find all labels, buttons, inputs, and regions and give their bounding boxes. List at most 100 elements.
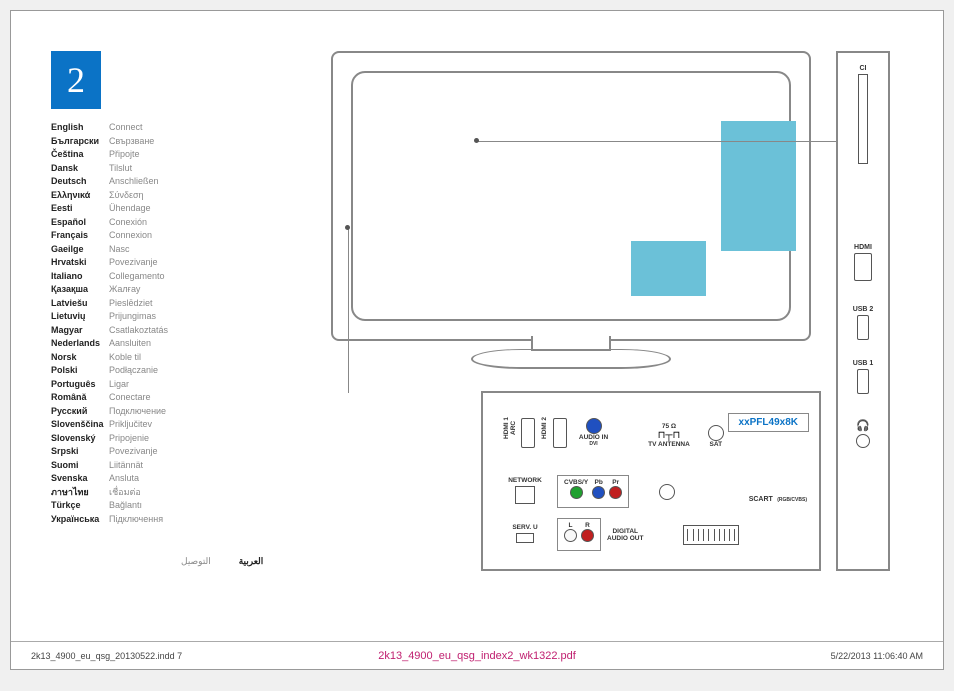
- lang-name: Lietuvių: [51, 310, 109, 324]
- language-row: SlovenskýPripojenie: [51, 432, 168, 446]
- audio-in-port: AUDIO IN DVI: [579, 418, 608, 448]
- leader-dot-2: [345, 225, 350, 230]
- lang-word: Bağlantı: [109, 499, 142, 513]
- language-row: РусскийПодключение: [51, 405, 168, 419]
- language-row: ҚазақшаЖалғау: [51, 283, 168, 297]
- language-row: DeutschAnschließen: [51, 175, 168, 189]
- lang-word: Connexion: [109, 229, 152, 243]
- lang-word: Tilslut: [109, 162, 132, 176]
- hdmi1-port: HDMI 1 ARC: [503, 413, 535, 448]
- language-row: NederlandsAansluiten: [51, 337, 168, 351]
- antenna-port: 75 Ω ⊓┬⊓ TV ANTENNA: [648, 423, 690, 448]
- pr-port: Pr: [609, 479, 622, 504]
- language-row: GaeilgeNasc: [51, 243, 168, 257]
- page: 2 EnglishConnectБългарскиСвързванеČeštin…: [10, 10, 944, 670]
- language-row: EnglishConnect: [51, 121, 168, 135]
- scart-label: SCART (RGB/CVBS): [749, 488, 807, 506]
- sat-port: SAT: [708, 425, 724, 448]
- lang-name: Română: [51, 391, 109, 405]
- lang-name: Português: [51, 378, 109, 392]
- lang-word: Conectare: [109, 391, 151, 405]
- lang-name: English: [51, 121, 109, 135]
- scart-port: [683, 525, 739, 545]
- language-row: HrvatskiPovezivanje: [51, 256, 168, 270]
- lang-word: Pieslēdziet: [109, 297, 153, 311]
- servu-port: SERV. U: [503, 524, 547, 545]
- language-row: SvenskaAnsluta: [51, 472, 168, 486]
- lang-word: Nasc: [109, 243, 130, 257]
- footer-timestamp: 5/22/2013 11:06:40 AM: [831, 651, 923, 661]
- lang-name: Slovenský: [51, 432, 109, 446]
- lang-word: Σύνδεση: [109, 189, 144, 203]
- audio-lr-group: L R: [557, 518, 601, 551]
- language-row: EspañolConexión: [51, 216, 168, 230]
- lang-name: Русский: [51, 405, 109, 419]
- language-row: SrpskiPovezivanje: [51, 445, 168, 459]
- lang-word: Koble til: [109, 351, 141, 365]
- lang-name: Polski: [51, 364, 109, 378]
- footer: 2k13_4900_eu_qsg_20130522.indd 7 2k13_49…: [11, 641, 943, 669]
- lang-name: Eesti: [51, 202, 109, 216]
- digital-audio-port: DIGITAL AUDIO OUT: [607, 528, 643, 542]
- footer-pdf-name: 2k13_4900_eu_qsg_index2_wk1322.pdf: [378, 650, 576, 662]
- language-row: SlovenščinaPriključitev: [51, 418, 168, 432]
- side-ports-panel: CI HDMI USB 2 USB 1 🎧: [836, 51, 890, 571]
- lang-word: Anschließen: [109, 175, 159, 189]
- lang-word: Ühendage: [109, 202, 151, 216]
- lang-word: Připojte: [109, 148, 140, 162]
- language-row-arabic: العربية التوصيل: [181, 556, 263, 567]
- component-group: CVBS/Y Pb Pr: [557, 475, 629, 508]
- lang-word: Prijungimas: [109, 310, 156, 324]
- language-row: ČeštinaPřipojte: [51, 148, 168, 162]
- lang-name: Dansk: [51, 162, 109, 176]
- lang-name: Deutsch: [51, 175, 109, 189]
- lang-word: Aansluiten: [109, 337, 151, 351]
- lang-name: Suomi: [51, 459, 109, 473]
- lang-word: Pripojenie: [109, 432, 149, 446]
- lang-name: Español: [51, 216, 109, 230]
- lang-name: Italiano: [51, 270, 109, 284]
- language-row: TürkçeBağlantı: [51, 499, 168, 513]
- lang-word: Povezivanje: [109, 256, 158, 270]
- tv-illustration: [331, 51, 811, 366]
- lang-word: Ansluta: [109, 472, 139, 486]
- pb-port: Pb: [592, 479, 605, 504]
- lang-word: Povezivanje: [109, 445, 158, 459]
- ci-slot: CI: [838, 65, 888, 164]
- lang-word: التوصيل: [181, 556, 211, 567]
- usb2-port: USB 2: [838, 306, 888, 340]
- leader-line-1: [476, 141, 866, 142]
- language-row: ItalianoCollegamento: [51, 270, 168, 284]
- lang-word: Connect: [109, 121, 143, 135]
- lang-word: Подключение: [109, 405, 166, 419]
- language-row: ภาษาไทยเชื่อมต่อ: [51, 486, 168, 500]
- lang-name: Norsk: [51, 351, 109, 365]
- language-row: RomânăConectare: [51, 391, 168, 405]
- headphone-port: 🎧: [838, 419, 888, 448]
- language-row: SuomiLiitännät: [51, 459, 168, 473]
- usb1-port: USB 1: [838, 360, 888, 394]
- language-row: LietuviųPrijungimas: [51, 310, 168, 324]
- lang-name: Magyar: [51, 324, 109, 338]
- lang-word: Ligar: [109, 378, 129, 392]
- network-port: NETWORK: [503, 477, 547, 506]
- language-row: NorskKoble til: [51, 351, 168, 365]
- rear-ports-panel: xxPFL49x8K HDMI 1 ARC HDMI 2 AUDIO IN DV…: [481, 391, 821, 571]
- language-row: PortuguêsLigar: [51, 378, 168, 392]
- lang-word: เชื่อมต่อ: [109, 486, 141, 500]
- lang-name: العربية: [228, 556, 263, 567]
- lang-name: Nederlands: [51, 337, 109, 351]
- leader-line-2: [348, 228, 349, 393]
- audio-r-port: R: [581, 522, 594, 547]
- lang-name: Türkçe: [51, 499, 109, 513]
- language-row: DanskTilslut: [51, 162, 168, 176]
- coax-port: [659, 484, 675, 500]
- lang-name: Svenska: [51, 472, 109, 486]
- lang-name: Ελληνικά: [51, 189, 109, 203]
- audio-l-port: L: [564, 522, 577, 547]
- lang-word: Collegamento: [109, 270, 165, 284]
- language-row: PolskiPodłączanie: [51, 364, 168, 378]
- lang-name: Gaeilge: [51, 243, 109, 257]
- tv-stand: [471, 349, 671, 369]
- lang-name: Hrvatski: [51, 256, 109, 270]
